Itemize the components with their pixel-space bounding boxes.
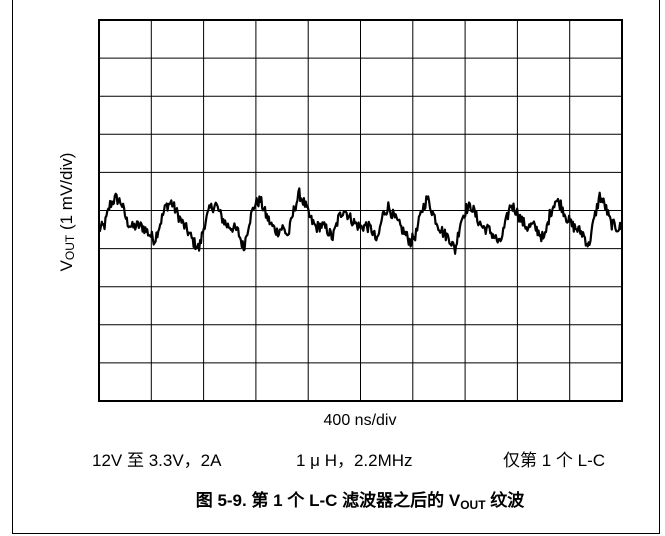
condition-voltage-current: 12V 至 3.3V，2A (92, 451, 222, 470)
condition-filter-stage: 仅第 1 个 L-C (503, 451, 606, 470)
x-axis-label: 400 ns/div (323, 412, 397, 429)
series-line (97, 187, 623, 255)
figure-caption: 图 5-9. 第 1 个 L-C 滤波器之后的 VOUT 纹波 (195, 491, 525, 512)
y-axis-label: VOUT (1 mV/div) (57, 152, 77, 272)
condition-inductor-frequency: 1 μ H，2.2MHz (296, 451, 413, 470)
grid-lines (99, 20, 622, 401)
plot-border (98, 19, 623, 402)
figure-frame (12, 0, 660, 534)
waveform-trace (97, 187, 623, 255)
